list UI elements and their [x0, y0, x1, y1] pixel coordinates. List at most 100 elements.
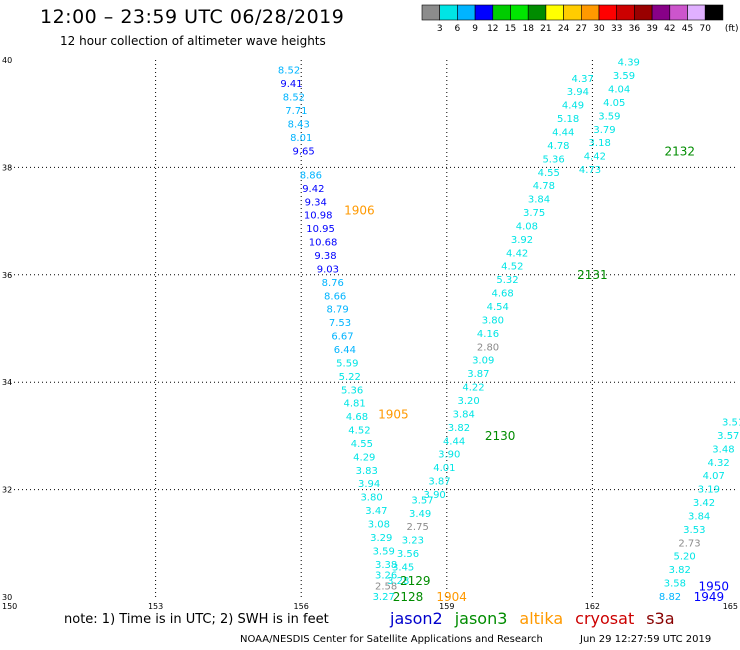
data-point: 4.05: [603, 98, 625, 109]
data-point: 3.94: [567, 87, 589, 98]
footer-timestamp: Jun 29 12:27:59 UTC 2019: [580, 634, 712, 645]
y-tick-label: 32: [2, 486, 12, 495]
data-point: 6.67: [331, 332, 353, 343]
data-point: 8.52: [278, 66, 300, 77]
data-point: 4.52: [348, 426, 370, 437]
satellite-altika: altika: [519, 609, 564, 628]
legend-swatch: [545, 4, 564, 21]
legend-swatch: [598, 4, 618, 21]
legend-tick-label: 18: [522, 24, 534, 34]
data-point: 4.42: [584, 152, 606, 163]
data-point: 9.38: [314, 251, 336, 262]
data-point: 3.53: [683, 525, 705, 536]
data-point: 3.08: [368, 520, 390, 531]
data-point: 4.04: [608, 85, 630, 96]
track-label: 2132: [664, 144, 695, 158]
legend-tick-label: 27: [576, 24, 587, 34]
data-point: 10.98: [304, 211, 333, 222]
data-point: 4.42: [506, 248, 528, 259]
data-point: 5.20: [673, 552, 695, 563]
legend-tick-label: 42: [664, 24, 675, 34]
data-point: 3.82: [669, 565, 691, 576]
y-tick-label: 34: [2, 378, 12, 387]
data-point: 3.87: [428, 477, 450, 488]
data-point: 5.36: [542, 154, 564, 165]
data-point: 2.58: [375, 581, 397, 592]
chart-axes: 30 32 34 36 38 40 150 153 156 159 162 165: [2, 56, 738, 611]
track-label: 1904: [436, 590, 467, 604]
x-tick-label: 153: [148, 602, 163, 611]
legend-swatch: [492, 4, 511, 21]
data-point: 4.55: [351, 439, 373, 450]
x-tick-label: 156: [294, 602, 309, 611]
data-point: 3.84: [528, 195, 550, 206]
track-label: 2130: [485, 429, 516, 443]
data-point: 3.57: [411, 495, 433, 506]
data-point: 9.42: [302, 184, 324, 195]
y-tick-label: 40: [2, 56, 12, 65]
data-point: 9.34: [305, 197, 327, 208]
y-tick-label: 30: [2, 593, 12, 602]
data-point: 3.57: [717, 431, 739, 442]
legend-unit: (ft): [725, 24, 739, 34]
data-point: 3.29: [370, 533, 392, 544]
data-point: 4.44: [443, 436, 465, 447]
wave-height-points: 8.52 9.41 8.52 7.71 8.43 8.01 9.65 8.86 9.42 9.34…: [278, 58, 740, 603]
x-tick-label: 150: [2, 602, 17, 611]
data-point: 5.18: [557, 114, 579, 125]
legend-swatch: [669, 4, 688, 21]
data-point: 4.07: [703, 471, 725, 482]
data-point: 3.82: [448, 423, 470, 434]
x-tick-label: 162: [585, 602, 600, 611]
data-point: 10.68: [309, 238, 338, 249]
track-label: 1906: [344, 203, 375, 217]
data-point: 3.27: [373, 592, 395, 603]
data-point: 3.59: [598, 111, 620, 122]
page-title: 12:00 – 23:59 UTC 06/28/2019: [40, 6, 345, 28]
legend-tick-label: 39: [646, 24, 658, 34]
legend-swatch: [687, 4, 706, 21]
data-point: 8.01: [290, 133, 312, 144]
legend-swatch: [580, 4, 600, 21]
data-point: 4.29: [353, 452, 375, 463]
track-label: 1905: [378, 407, 409, 421]
chart-grid: [10, 60, 738, 597]
legend-tick-label: 24: [558, 24, 570, 34]
data-point: 3.26: [375, 571, 397, 582]
data-point: 3.59: [373, 546, 395, 557]
footer-credit: NOAA/NESDIS Center for Satellite Applica…: [240, 634, 543, 645]
satellite-cryosat: cryosat: [575, 609, 635, 628]
data-point: 3.18: [589, 138, 611, 149]
data-point: 2.75: [407, 522, 429, 533]
data-point: 9.41: [280, 79, 302, 90]
legend-swatch: [634, 4, 653, 21]
data-point: 5.36: [341, 385, 363, 396]
data-point: 2.73: [678, 538, 700, 549]
legend-tick-label: 15: [505, 24, 516, 34]
data-point: 4.78: [533, 181, 555, 192]
color-legend: 3 6 9 12 15 18 21 24 27 30 33 36 39 42 45 70 (ft): [421, 4, 739, 34]
data-point: 3.80: [482, 315, 504, 326]
data-point: 3.19: [698, 485, 720, 496]
y-tick-label: 36: [2, 271, 12, 280]
data-point: 3.42: [693, 498, 715, 509]
satellite-s3a: s3a: [646, 609, 675, 628]
page-subtitle: 12 hour collection of altimeter wave hei…: [60, 34, 326, 48]
data-point: 8.66: [324, 291, 346, 302]
y-tick-label: 38: [2, 163, 12, 172]
data-point: 3.84: [688, 511, 710, 522]
data-point: 10.95: [306, 224, 335, 235]
x-tick-label: 159: [439, 602, 454, 611]
data-point: 8.52: [283, 93, 305, 104]
data-point: 3.47: [365, 506, 387, 517]
legend-tick-label: 70: [699, 24, 711, 34]
data-point: 4.54: [487, 302, 509, 313]
satellite-jason3: jason3: [454, 609, 508, 628]
legend-swatch: [510, 4, 529, 21]
data-point: 3.49: [409, 509, 431, 520]
legend-tick-label: 36: [629, 24, 641, 34]
track-label: 2129: [400, 574, 431, 588]
data-point: 5.59: [336, 358, 358, 369]
data-point: 4.73: [579, 165, 601, 176]
